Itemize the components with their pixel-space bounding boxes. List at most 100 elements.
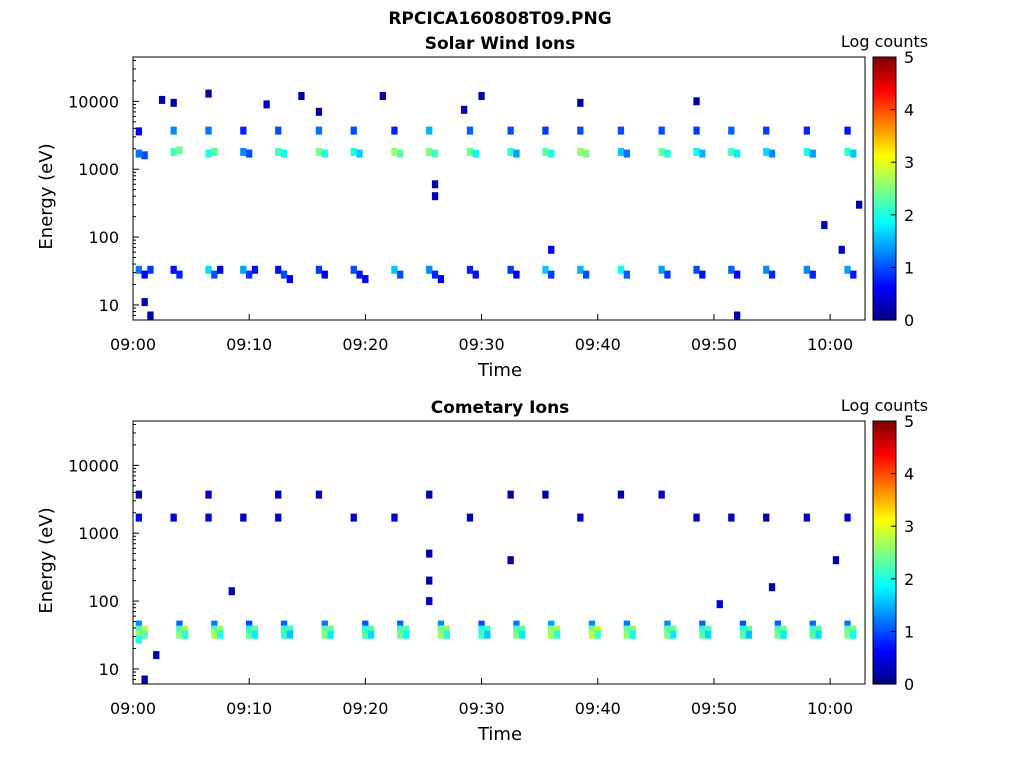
heatmap-cell	[211, 620, 218, 629]
heatmap-cell	[588, 630, 596, 639]
colorbar-segment	[873, 170, 896, 174]
heatmap-cell	[315, 147, 323, 156]
colorbar-segment	[873, 101, 896, 105]
colorbar-segment	[873, 444, 896, 448]
heatmap-cell	[670, 630, 677, 639]
colorbar-segment	[873, 238, 896, 242]
x-tick-label: 09:50	[691, 335, 737, 354]
heatmap-cell	[240, 126, 247, 135]
heatmap-cell	[176, 146, 183, 155]
heatmap-cell	[466, 265, 474, 274]
x-tick-label: 10:00	[807, 699, 853, 718]
heatmap-cell	[135, 265, 142, 274]
colorbar-segment	[873, 641, 896, 646]
heatmap-point	[298, 92, 305, 100]
colorbar-segment	[873, 85, 896, 90]
heatmap-cell	[315, 126, 323, 135]
x-axis-label: Time	[477, 724, 522, 745]
heatmap-point	[205, 89, 212, 98]
colorbar-segment	[873, 175, 896, 179]
heatmap-cell	[664, 620, 671, 629]
colorbar-segment	[873, 151, 896, 155]
colorbar-tick-label: 2	[904, 570, 914, 589]
y-tick-label: 100	[88, 228, 119, 247]
colorbar-segment	[873, 507, 896, 512]
heatmap-cell	[217, 625, 224, 634]
colorbar-segment	[873, 246, 896, 250]
heatmap-cell	[205, 149, 212, 158]
colorbar-segment	[873, 206, 896, 211]
heatmap-point	[275, 513, 282, 522]
heatmap-cell	[280, 620, 288, 629]
heatmap-cell	[321, 620, 328, 629]
heatmap-point	[315, 107, 323, 116]
heatmap-cell	[135, 127, 142, 136]
heatmap-point	[431, 180, 439, 189]
colorbar-segment	[873, 436, 896, 441]
y-tick-label: 10000	[68, 456, 119, 475]
heatmap-cell	[426, 147, 433, 156]
colorbar-segment	[873, 285, 896, 290]
colorbar-segment	[873, 602, 896, 606]
colorbar-segment	[873, 560, 896, 564]
colorbar-segment	[873, 164, 896, 169]
heatmap-cell	[809, 620, 816, 629]
heatmap-cell	[809, 149, 816, 158]
heatmap-cell	[745, 630, 752, 639]
colorbar-segment	[873, 112, 896, 116]
colorbar-segment	[873, 109, 896, 113]
colorbar-segment	[873, 117, 896, 121]
heatmap-cell	[205, 126, 212, 135]
heatmap-cell	[321, 149, 328, 158]
heatmap-cell	[350, 265, 357, 274]
heatmap-cell	[664, 630, 671, 639]
colorbar-segment	[873, 452, 896, 456]
heatmap-point	[507, 490, 514, 499]
colorbar-segment	[873, 204, 896, 208]
heatmap-cell	[780, 625, 787, 634]
y-tick-label: 1000	[78, 160, 119, 179]
heatmap-cell	[437, 275, 445, 284]
x-tick-label: 09:20	[342, 335, 388, 354]
y-tick-label: 10000	[68, 92, 119, 111]
colorbar-segment	[873, 463, 896, 467]
colorbar-segment	[873, 681, 896, 685]
y-tick-label: 1000	[78, 524, 119, 543]
heatmap-cell	[484, 630, 491, 639]
heatmap-cell	[699, 620, 706, 629]
colorbar-segment	[873, 523, 896, 527]
heatmap-cell	[286, 275, 293, 284]
colorbar-segment	[873, 615, 896, 619]
heatmap-point	[507, 556, 514, 565]
heatmap-cell	[176, 630, 183, 639]
colorbar-segment	[873, 75, 896, 79]
colorbar-segment	[873, 620, 896, 625]
colorbar-label: Log counts	[841, 32, 928, 51]
heatmap-cell	[362, 625, 369, 634]
heatmap-cell	[577, 126, 584, 135]
colorbar-segment	[873, 660, 896, 664]
colorbar-segment	[873, 434, 896, 438]
heatmap-cell	[426, 126, 433, 135]
figure-title: RPCICA160808T09.PNG	[388, 9, 611, 29]
heatmap-cell	[844, 265, 851, 274]
colorbar-segment	[873, 670, 896, 675]
heatmap-point	[466, 513, 474, 522]
colorbar-segment	[873, 104, 896, 108]
colorbar-segment	[873, 678, 896, 682]
heatmap-point	[426, 490, 433, 499]
heatmap-cell	[141, 151, 148, 160]
colorbar-segment	[873, 162, 896, 166]
heatmap-point	[275, 490, 282, 499]
colorbar-segment	[873, 576, 896, 580]
heatmap-cell	[286, 630, 293, 639]
heatmap-cell	[803, 265, 810, 274]
heatmap-cell	[763, 265, 770, 274]
heatmap-cell	[623, 630, 630, 639]
heatmap-cell	[362, 630, 369, 639]
x-tick-label: 09:20	[342, 699, 388, 718]
heatmap-cell	[577, 147, 584, 156]
heatmap-cell	[513, 270, 520, 279]
colorbar-segment	[873, 227, 896, 232]
